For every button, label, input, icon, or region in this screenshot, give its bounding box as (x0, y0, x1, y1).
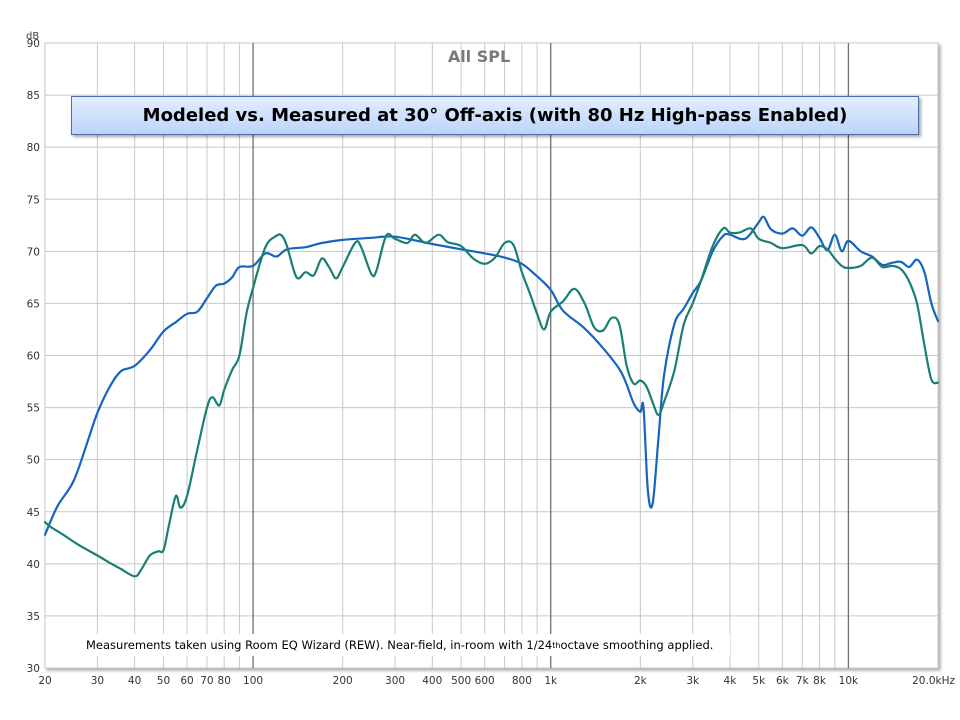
note-text: Measurements taken using Room EQ Wizard … (86, 638, 553, 652)
y-tick-label: 70 (27, 246, 40, 258)
plot-label: All SPL (448, 47, 510, 66)
y-tick-label: 40 (27, 559, 40, 571)
y-tick-label: 50 (27, 455, 40, 467)
x-tick-label: 10k (839, 675, 859, 687)
y-unit-label: dB (26, 31, 39, 42)
x-tick-label: 6k (776, 675, 790, 687)
y-tick-label: 75 (27, 194, 40, 206)
y-tick-label: 80 (27, 142, 40, 154)
x-tick-label: 60 (180, 675, 193, 687)
y-tick-label: 60 (27, 351, 40, 363)
x-tick-label: 20 (38, 675, 51, 687)
x-tick-label: 8k (813, 675, 827, 687)
x-tick-label: 80 (218, 675, 231, 687)
x-tick-label: 600 (475, 675, 495, 687)
x-tick-label: 30 (91, 675, 104, 687)
x-tick-label: 400 (422, 675, 442, 687)
x-tick-label: 50 (157, 675, 170, 687)
note-superscript: th (552, 640, 561, 650)
grid (44, 42, 939, 669)
series-line-measured (43, 226, 940, 578)
x-tick-label: 100 (243, 675, 263, 687)
x-tick-label: 3k (686, 675, 700, 687)
series-group (43, 215, 940, 578)
x-tick-label: 7k (796, 675, 810, 687)
y-tick-label: 45 (27, 507, 40, 519)
x-tick-label: 4k (724, 675, 738, 687)
series-line-modeled (43, 215, 940, 536)
x-tick-label: 800 (512, 675, 532, 687)
x-tick-label: 300 (385, 675, 405, 687)
y-tick-label: 90 (27, 38, 40, 50)
x-axis: 20 30 40 50 60 70 80 100 200 300 400 500 600 800 1k 2k 3… (38, 675, 955, 687)
note-text-end: octave smoothing applied. (560, 638, 714, 652)
x-tick-label: 70 (200, 675, 213, 687)
x-tick-label: 20.0kHz (912, 675, 955, 687)
annotation-note: Measurements taken using Room EQ Wizard … (80, 634, 730, 656)
x-tick-label: 200 (333, 675, 353, 687)
y-tick-label: 30 (27, 663, 40, 675)
y-tick-label: 65 (27, 298, 40, 310)
chart-title: Modeled vs. Measured at 30° Off-axis (wi… (71, 96, 919, 135)
x-tick-label: 5k (752, 675, 766, 687)
x-tick-label: 500 (451, 675, 471, 687)
y-tick-label: 35 (27, 611, 40, 623)
x-tick-label: 1k (544, 675, 558, 687)
y-tick-label: 85 (27, 90, 40, 102)
y-axis: 90 85 80 75 70 65 60 55 50 45 40 35 30 (27, 38, 40, 675)
y-tick-label: 55 (27, 403, 40, 415)
x-tick-label: 2k (634, 675, 648, 687)
x-tick-label: 40 (128, 675, 141, 687)
